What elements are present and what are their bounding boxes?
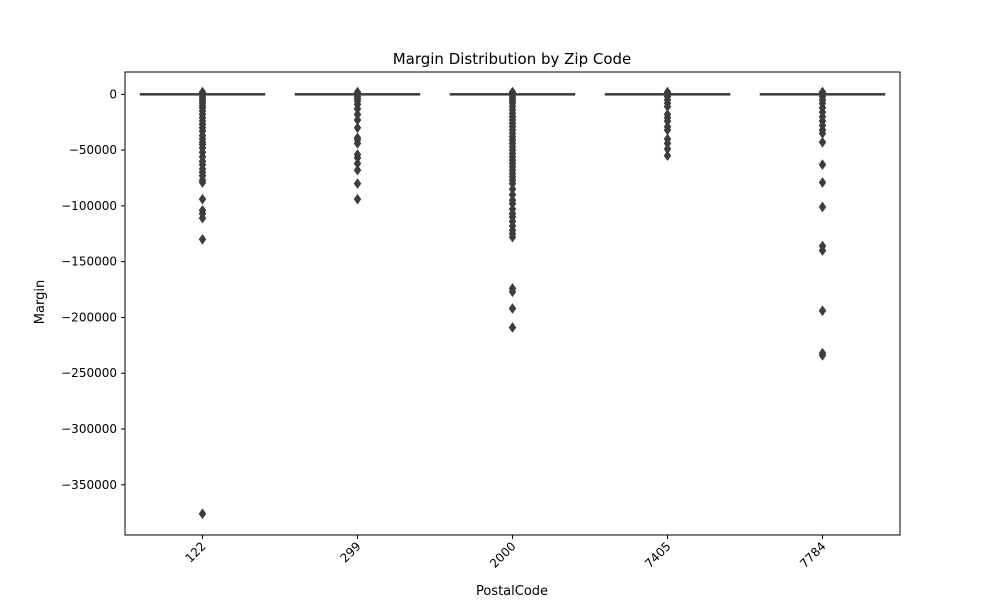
- x-tick-label: 7784: [797, 539, 828, 570]
- outlier-point: [353, 164, 362, 176]
- outlier-point: [818, 159, 827, 171]
- outlier-point: [198, 177, 207, 188]
- outlier-point: [508, 231, 517, 243]
- y-tick-label: −350000: [61, 478, 117, 492]
- outlier-point: [353, 193, 362, 205]
- outlier-point: [198, 193, 207, 205]
- outlier-point: [353, 122, 362, 134]
- y-tick-label: −200000: [61, 310, 117, 324]
- outlier-point: [663, 150, 672, 162]
- y-tick-label: −50000: [69, 143, 117, 157]
- y-tick-label: 0: [109, 87, 117, 101]
- x-tick-label: 299: [338, 539, 364, 565]
- y-axis-label: Margin: [33, 280, 48, 324]
- outlier-point: [198, 212, 207, 224]
- y-tick-label: −250000: [61, 366, 117, 380]
- outlier-point: [353, 178, 362, 190]
- outlier-point: [198, 233, 207, 245]
- plot-area: 0 −50000 −100000 −150000 −200000 −250000 −3000…: [61, 71, 901, 571]
- outlier-point: [508, 286, 517, 298]
- outlier-point: [818, 305, 827, 317]
- x-axis-label: PostalCode: [476, 584, 548, 599]
- outlier-point: [818, 245, 827, 256]
- outlier-point: [818, 201, 827, 213]
- x-tick-label: 7405: [642, 539, 673, 570]
- outlier-point: [508, 303, 517, 314]
- x-tick-label: 122: [183, 539, 209, 565]
- outlier-point: [198, 508, 207, 520]
- outlier-point: [818, 136, 827, 148]
- y-tick-label: −100000: [61, 199, 117, 213]
- y-tick-label: −300000: [61, 422, 117, 436]
- x-tick-label: 2000: [487, 539, 518, 570]
- outlier-point: [818, 349, 827, 361]
- outlier-point: [353, 137, 362, 149]
- y-tick-label: −150000: [61, 255, 117, 269]
- outlier-point: [508, 322, 517, 333]
- chart-title: Margin Distribution by Zip Code: [393, 50, 632, 68]
- outlier-point: [818, 177, 827, 188]
